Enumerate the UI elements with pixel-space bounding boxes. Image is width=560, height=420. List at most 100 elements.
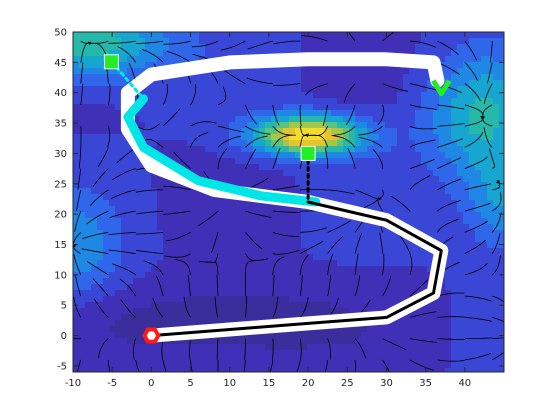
contour-cell (415, 188, 422, 195)
contour-cell (241, 206, 248, 213)
contour-cell (217, 266, 224, 273)
contour-cell (349, 122, 356, 129)
contour-cell (85, 362, 92, 369)
contour-cell (277, 290, 284, 297)
contour-cell (133, 230, 140, 237)
contour-cell (97, 44, 104, 51)
contour-cell (91, 56, 98, 63)
contour-cell (109, 104, 116, 111)
contour-cell (121, 164, 128, 171)
contour-cell (343, 116, 350, 123)
contour-cell (469, 170, 476, 177)
contour-cell (121, 68, 128, 75)
contour-cell (337, 140, 344, 147)
contour-cell (97, 362, 104, 369)
contour-cell (241, 290, 248, 297)
contour-cell (85, 50, 92, 57)
contour-cell (109, 260, 116, 267)
contour-cell (199, 320, 206, 327)
contour-cell (415, 212, 422, 219)
contour-cell (469, 320, 476, 327)
contour-cell (289, 266, 296, 273)
contour-cell (115, 344, 122, 351)
contour-cell (295, 68, 302, 75)
contour-cell (85, 254, 92, 261)
contour-cell (97, 200, 104, 207)
streamline (88, 40, 109, 45)
contour-cell (487, 260, 494, 267)
contour-cell (103, 236, 110, 243)
contour-cell (499, 134, 504, 141)
contour-cell (235, 236, 242, 243)
contour-cell (475, 200, 482, 207)
contour-cell (307, 98, 314, 105)
contour-cell (379, 32, 386, 39)
contour-cell (499, 110, 504, 117)
contour-cell (151, 92, 158, 99)
contour-cell (337, 116, 344, 123)
contour-cell (247, 368, 254, 372)
contour-cell (139, 284, 146, 291)
contour-cell (337, 218, 344, 225)
streamline (327, 274, 332, 297)
contour-cell (367, 80, 374, 87)
contour-cell (217, 296, 224, 303)
contour-cell (229, 350, 236, 357)
contour-cell (397, 362, 404, 369)
streamline (382, 32, 396, 42)
contour-cell (463, 260, 470, 267)
contour-cell (91, 314, 98, 321)
contour-cell (451, 182, 458, 189)
contour-cell (349, 368, 356, 372)
contour-cell (115, 122, 122, 129)
contour-cell (247, 152, 254, 159)
contour-cell (265, 344, 272, 351)
contour-cell (181, 284, 188, 291)
contour-cell (109, 332, 116, 339)
contour-cell (139, 164, 146, 171)
contour-cell (229, 290, 236, 297)
contour-cell (271, 140, 278, 147)
contour-cell (103, 314, 110, 321)
contour-cell (427, 332, 434, 339)
contour-cell (97, 56, 104, 63)
contour-cell (307, 218, 314, 225)
x-tick-label: -10 (65, 378, 81, 389)
contour-cell (421, 350, 428, 357)
contour-cell (385, 290, 392, 297)
contour-cell (475, 140, 482, 147)
streamline (305, 83, 328, 96)
contour-cell (115, 176, 122, 183)
contour-cell (187, 320, 194, 327)
contour-cell (355, 86, 362, 93)
streamline (492, 337, 504, 339)
contour-cell (415, 176, 422, 183)
contour-cell (133, 362, 140, 369)
contour-cell (427, 224, 434, 231)
contour-cell (385, 332, 392, 339)
contour-cell (421, 224, 428, 231)
contour-cell (415, 368, 422, 372)
contour-cell (97, 116, 104, 123)
contour-cell (325, 68, 332, 75)
contour-cell (313, 362, 320, 369)
contour-cell (409, 122, 416, 129)
streamline (382, 359, 390, 372)
contour-cell (313, 122, 320, 129)
contour-cell (241, 200, 248, 207)
contour-cell (115, 194, 122, 201)
contour-cell (175, 122, 182, 129)
contour-cell (115, 92, 122, 99)
contour-cell (169, 194, 176, 201)
contour-cell (499, 44, 504, 51)
contour-cell (259, 110, 266, 117)
contour-cell (355, 140, 362, 147)
contour-cell (223, 158, 230, 165)
contour-cell (97, 152, 104, 159)
streamline (135, 250, 164, 254)
contour-cell (97, 320, 104, 327)
contour-cell (319, 128, 326, 135)
contour-cell (205, 140, 212, 147)
contour-cell (85, 338, 92, 345)
streamline (300, 189, 328, 191)
